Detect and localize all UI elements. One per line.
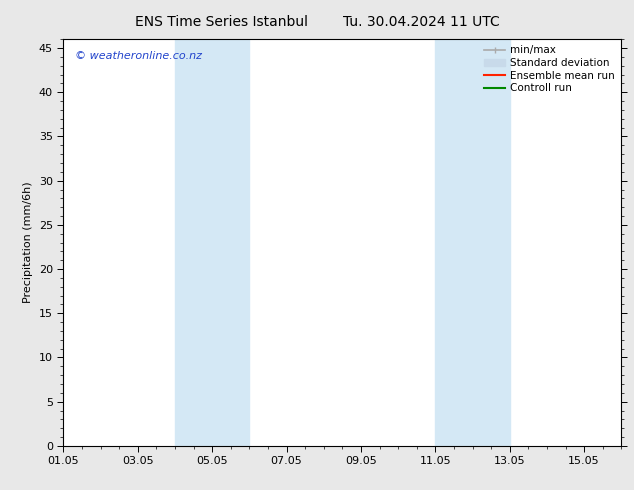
Text: © weatheronline.co.nz: © weatheronline.co.nz bbox=[75, 51, 202, 61]
Legend: min/max, Standard deviation, Ensemble mean run, Controll run: min/max, Standard deviation, Ensemble me… bbox=[480, 41, 619, 98]
Bar bbox=[436, 39, 510, 446]
Text: ENS Time Series Istanbul        Tu. 30.04.2024 11 UTC: ENS Time Series Istanbul Tu. 30.04.2024 … bbox=[134, 15, 500, 29]
Y-axis label: Precipitation (mm/6h): Precipitation (mm/6h) bbox=[23, 182, 34, 303]
Bar bbox=[175, 39, 249, 446]
